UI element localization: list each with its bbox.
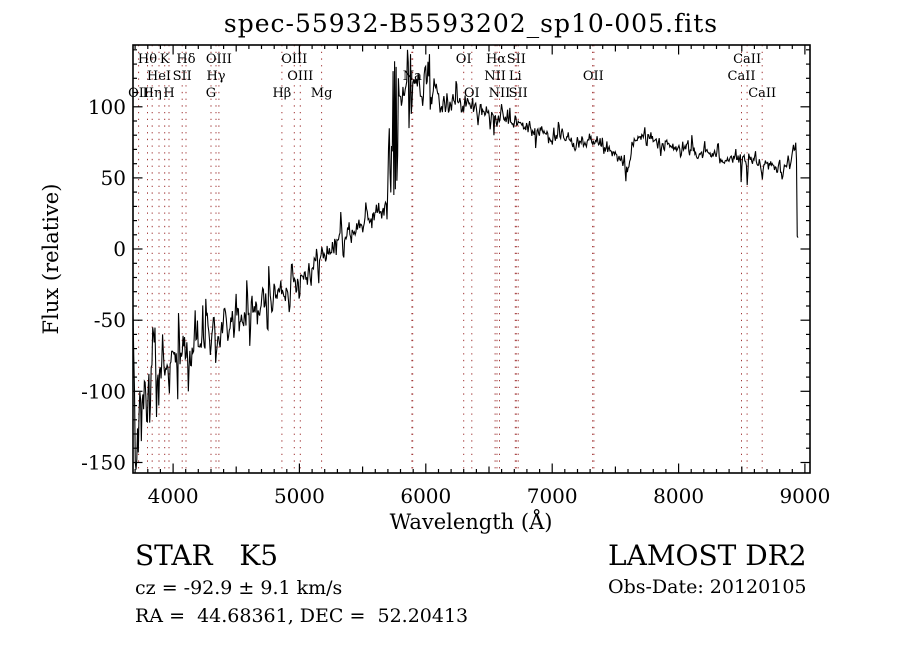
spectral-line-label: H — [163, 86, 174, 101]
spectral-gridlines — [138, 45, 763, 473]
x-tick-label: 7000 — [527, 484, 578, 508]
x-tick-label: 9000 — [779, 484, 830, 508]
axes-box — [132, 44, 811, 474]
axis-ticks — [133, 45, 810, 473]
spectral-line-label: SII — [173, 69, 192, 84]
spectral-line-label: CaII — [728, 69, 756, 84]
spectral-line-label: OI — [464, 86, 480, 101]
x-tick-label: 4000 — [148, 484, 199, 508]
spectral-line-label: Mg — [311, 86, 333, 101]
x-tick-labels: 4000 5000 6000 7000 8000 9000 — [148, 484, 831, 508]
spectral-line-label: Hβ — [272, 86, 291, 101]
spectral-line-label: Hδ — [176, 52, 195, 67]
spectral-line-label: G — [206, 86, 216, 101]
object-class-label: STAR K5 — [135, 539, 278, 572]
plot-title: spec-55932-B5593202_sp10-005.fits — [224, 9, 718, 38]
spectral-line-label: HeI — [147, 69, 171, 84]
y-tick-label: -100 — [81, 379, 126, 403]
x-tick-label: 6000 — [400, 484, 451, 508]
spectral-line-label: SII — [509, 86, 528, 101]
spectral-line-label: OIII — [287, 69, 313, 84]
spectral-line-label: NII — [489, 86, 511, 101]
y-tick-label: 100 — [88, 95, 126, 119]
spectral-line-label: Hα — [486, 52, 506, 67]
spectral-line-label: NII — [484, 69, 506, 84]
x-axis-label: Wavelength (Å) — [390, 509, 553, 534]
ra-dec-value: RA = 44.68361, DEC = 52.20413 — [135, 605, 468, 627]
y-tick-label: -50 — [94, 308, 126, 332]
cz-value: cz = -92.9 ± 9.1 km/s — [135, 577, 342, 599]
x-tick-label: 8000 — [653, 484, 704, 508]
spectral-line-label: Hη — [143, 86, 162, 101]
y-tick-labels: 100 50 0 -50 -100 -150 — [81, 95, 126, 475]
y-tick-label: 0 — [113, 237, 126, 261]
spectral-line-label: OI — [456, 52, 472, 67]
spectral-line-label: Hθ — [138, 52, 157, 67]
obs-date-value: Obs-Date: 20120105 — [608, 576, 807, 598]
y-axis-label: Flux (relative) — [39, 184, 63, 335]
spectral-line-label: K — [160, 52, 170, 67]
spectral-line-label: SII — [507, 52, 526, 67]
spectral-line-label: Hγ — [206, 69, 225, 84]
y-tick-label: 50 — [101, 166, 126, 190]
y-tick-label: -150 — [81, 451, 126, 475]
spectrum-line — [133, 49, 799, 470]
spectral-line-label: CaII — [733, 52, 761, 67]
spectral-line-label: CaII — [748, 86, 776, 101]
survey-label: LAMOST DR2 — [608, 539, 807, 572]
spectral-line-label: OII — [583, 69, 604, 84]
x-tick-label: 5000 — [274, 484, 325, 508]
spectral-line-label: OIII — [281, 52, 307, 67]
spectral-line-label: Li — [509, 69, 522, 84]
spectral-line-label: OIII — [206, 52, 232, 67]
